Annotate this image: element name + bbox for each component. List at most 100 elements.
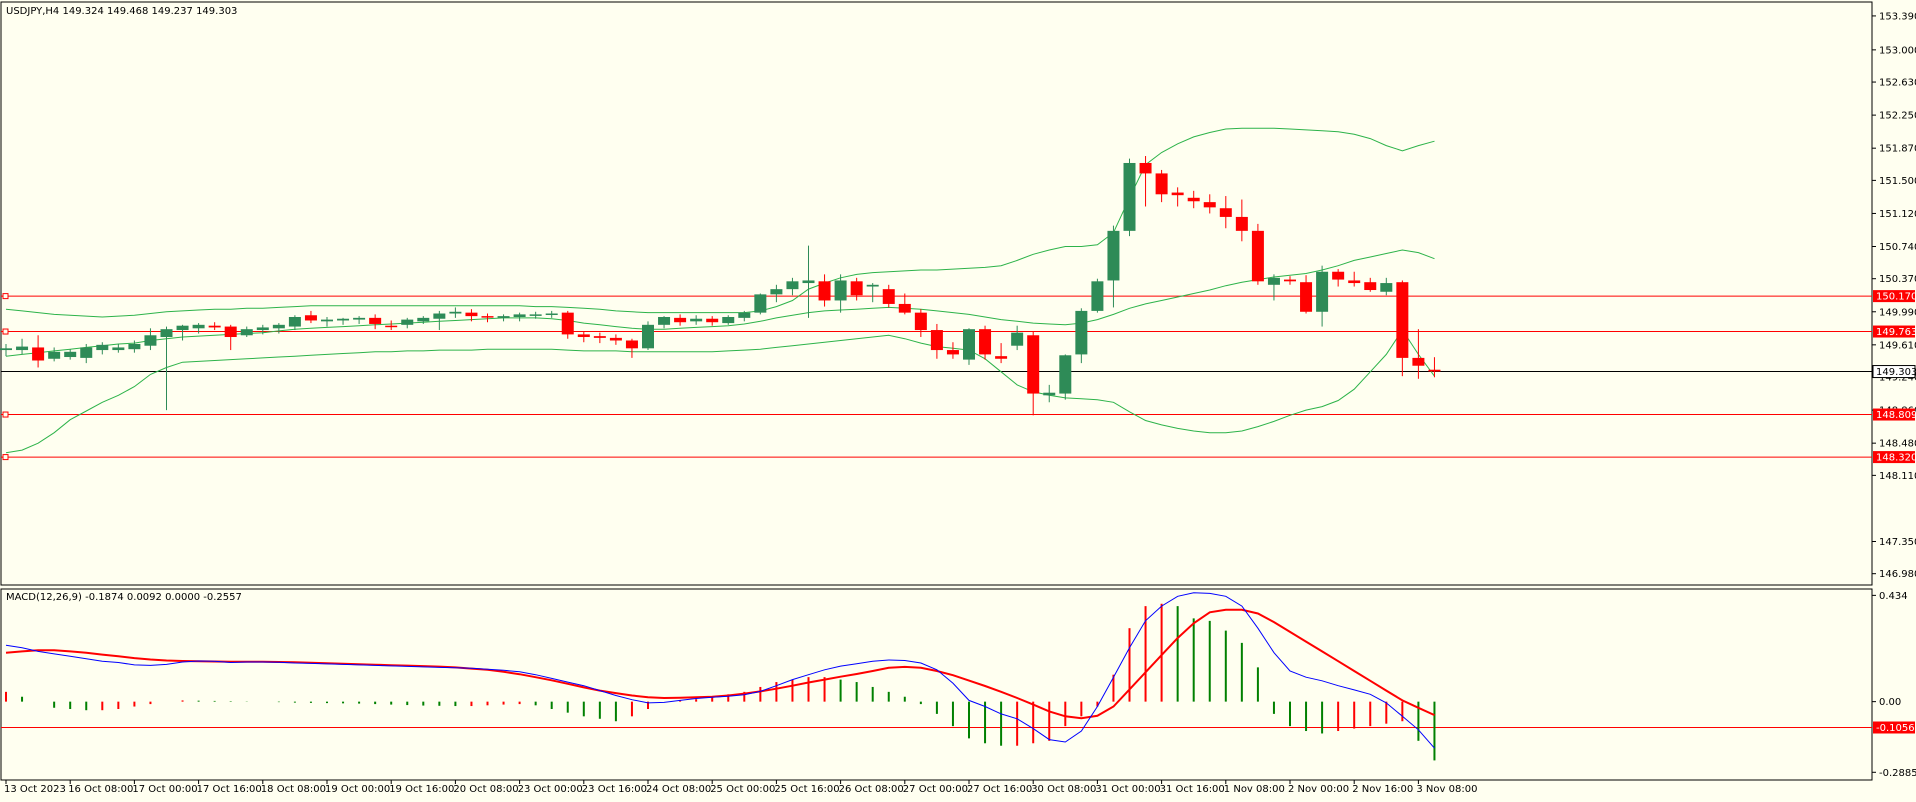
candle-body (481, 316, 494, 318)
candle-body (1107, 230, 1120, 281)
level-tag-label: 149.763 (1876, 327, 1916, 338)
candle-body (995, 356, 1008, 359)
candle-body (1123, 162, 1136, 231)
level-tag-bg (1873, 451, 1915, 464)
price-tick-label: 147.350 (1879, 537, 1916, 548)
candle-body (433, 313, 446, 319)
candle-body (1027, 335, 1040, 394)
candle-body (818, 281, 831, 301)
macd-signal-line (5, 608, 1435, 720)
candle-body (1316, 271, 1329, 312)
candle-body (1139, 162, 1152, 174)
candle-body (401, 319, 414, 325)
time-tick-label: 18 Oct 08:00 (261, 784, 326, 795)
macd-tick-label: 0.00 (1879, 697, 1901, 708)
candle-body (144, 335, 157, 346)
level-price-tag: 149.763 (1873, 325, 1916, 338)
time-tick-label: 20 Oct 08:00 (453, 784, 518, 795)
candle-body (593, 336, 606, 338)
time-tick-label: 31 Oct 00:00 (1095, 784, 1160, 795)
candle-body (1412, 357, 1425, 366)
candle-body (914, 312, 927, 331)
candle-body (609, 337, 622, 341)
candle-body (369, 317, 382, 324)
candle-body (850, 281, 863, 296)
level-tag-label: 148.809 (1876, 410, 1916, 421)
candle-body (1267, 277, 1280, 285)
level-anchor (2, 411, 9, 418)
candle-body (96, 344, 109, 351)
last-price-tag-bg (1872, 365, 1916, 379)
candle-body (674, 317, 687, 323)
candle-body (930, 330, 943, 351)
time-tick-label: 30 Oct 08:00 (1031, 784, 1096, 795)
candle-body (48, 351, 61, 359)
macd-level-tag: -0.1056 (1873, 721, 1915, 734)
time-tick-label: 27 Oct 00:00 (903, 784, 968, 795)
price-tick-label: 149.990 (1879, 307, 1916, 318)
price-tick-label: 151.500 (1879, 176, 1916, 187)
candle-body (658, 316, 671, 325)
level-tag-label: 148.320 (1876, 453, 1916, 464)
candle-body (1075, 310, 1088, 355)
candle-body (497, 316, 510, 318)
time-tick-label: 23 Oct 16:00 (582, 784, 647, 795)
level-tag-bg (1873, 325, 1915, 338)
price-tick-label: 150.370 (1879, 274, 1916, 285)
candle-body (1091, 281, 1104, 311)
time-tick-label: 13 Oct 2023 (4, 784, 66, 795)
level-tag-bg (1873, 408, 1915, 421)
level-tag-bg (1873, 290, 1915, 303)
price-tick-label: 151.120 (1879, 209, 1916, 220)
candle-body (690, 318, 703, 322)
candle-body (866, 284, 879, 287)
candle-body (1396, 282, 1409, 358)
candle-body (722, 316, 735, 324)
price-tick-label: 153.000 (1879, 45, 1916, 56)
candle-body (577, 334, 590, 338)
macd-pane-frame (0, 588, 1873, 781)
candle-body (321, 319, 333, 322)
candle-body (1348, 280, 1361, 284)
price-tick-label: 153.390 (1879, 11, 1916, 22)
bollinger-lower-line (5, 329, 1435, 454)
candle-body (353, 317, 366, 320)
candle-body (898, 303, 911, 313)
candle-body (272, 324, 285, 329)
candle-body (16, 346, 29, 351)
level-anchor (2, 328, 9, 335)
candle-body (465, 312, 478, 317)
candle-body (738, 312, 751, 318)
time-tick-label: 16 Oct 08:00 (68, 784, 133, 795)
level-anchor (2, 293, 9, 300)
candle-body (1171, 192, 1184, 196)
macd-tick-label: 0.434 (1879, 591, 1908, 602)
candle-body (513, 314, 526, 317)
time-tick-label: 2 Nov 00:00 (1288, 784, 1349, 795)
candle-body (1428, 369, 1441, 372)
candle-body (449, 311, 462, 314)
candle-body (128, 343, 141, 350)
price-pane-frame (0, 1, 1873, 586)
level-price-tag: 150.170 (1873, 290, 1916, 303)
candle-body (224, 326, 237, 338)
level-anchor (2, 454, 9, 461)
bollinger-middle-line (5, 249, 1435, 357)
candle-body (1219, 208, 1232, 217)
time-tick-label: 17 Oct 00:00 (132, 784, 197, 795)
time-tick-label: 3 Nov 08:00 (1416, 784, 1477, 795)
level-price-tag: 148.809 (1873, 408, 1916, 421)
candle-body (176, 325, 189, 331)
candle-body (1332, 271, 1345, 280)
time-tick-label: 27 Oct 16:00 (967, 784, 1032, 795)
candle-body (561, 312, 574, 335)
candle-body (288, 316, 301, 327)
time-tick-label: 26 Oct 08:00 (839, 784, 904, 795)
candle-body (304, 315, 317, 321)
price-tick-label: 148.480 (1879, 439, 1916, 450)
candle-body (337, 318, 350, 321)
time-tick-label: 31 Oct 16:00 (1160, 784, 1225, 795)
candle-body (240, 329, 253, 336)
candle-body (834, 280, 847, 301)
